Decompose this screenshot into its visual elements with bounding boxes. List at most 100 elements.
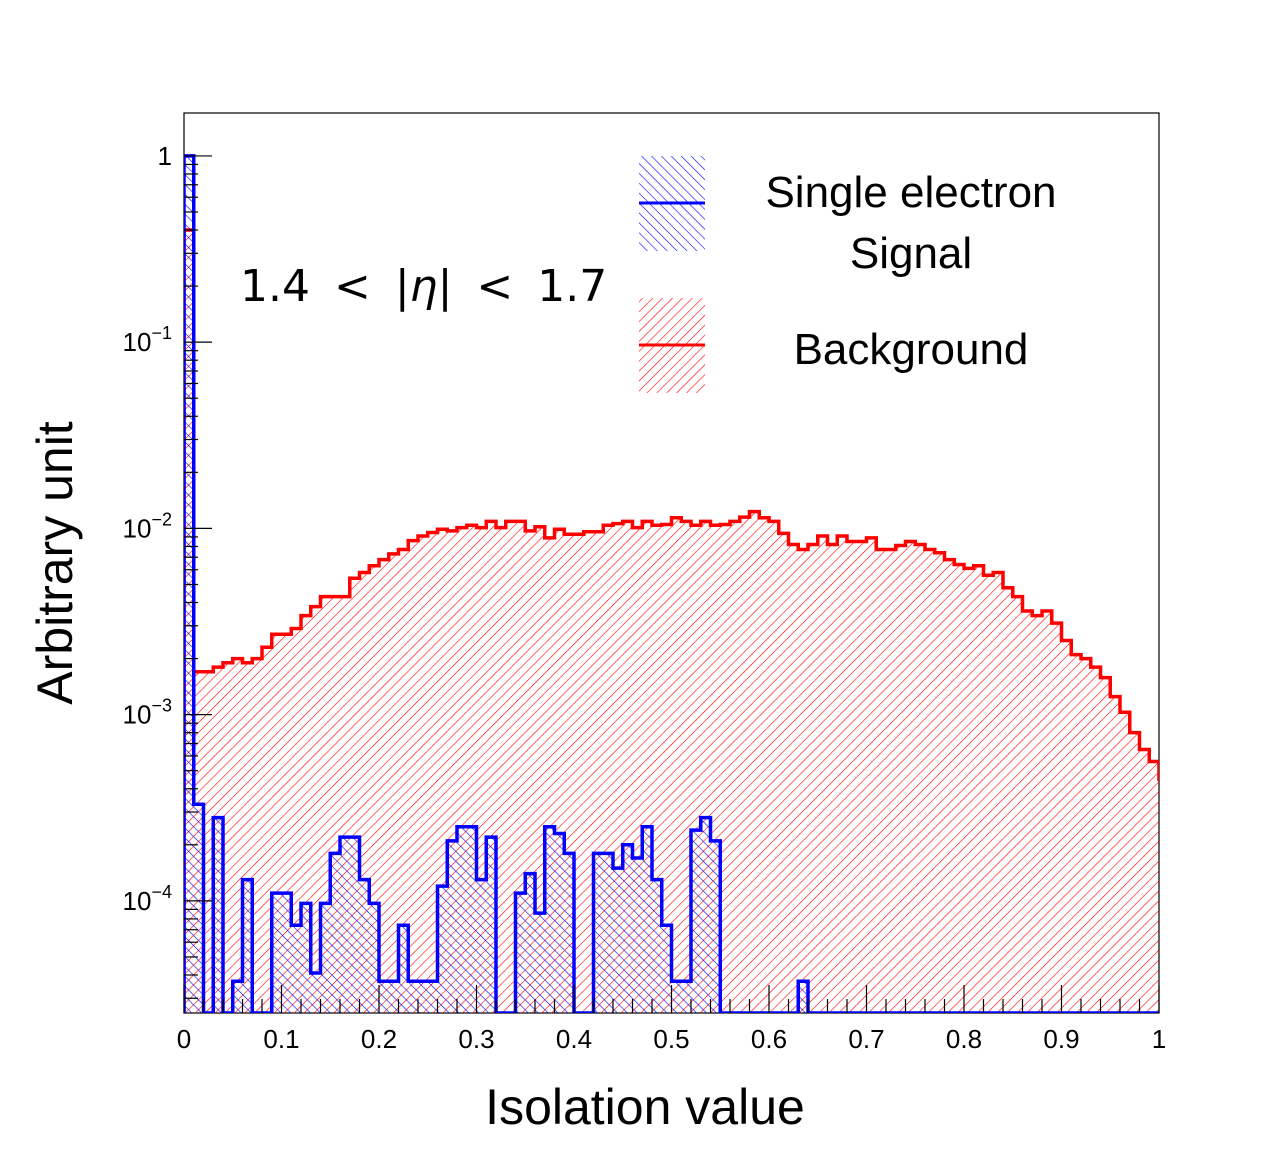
background-bin-fill [486,521,496,1013]
background-bin-fill [535,526,545,1013]
background-bin-fill [369,565,379,1013]
eta-range-annotation: 1.4 < |η| < 1.7 [240,261,607,312]
signal-bin-fill [486,837,496,1013]
background-bin-fill [574,534,584,1013]
background-bin-fill [944,559,955,1013]
signal-bin-fill [291,925,301,1013]
signal-bin-fill [242,879,253,1013]
signal-bin-fill [622,844,633,1013]
signal-bin-fill [281,893,292,1013]
x-tick-label: 0.3 [458,1024,494,1054]
signal-bin-fill [642,826,652,1013]
background-bin-fill [681,521,691,1013]
background-bin-fill [1129,732,1140,1013]
signal-bin-fill [564,853,574,1013]
background-bin-fill [749,511,760,1013]
x-tick-label: 0.8 [946,1024,982,1054]
background-bin-fill [993,572,1003,1013]
signal-bin-fill [681,981,691,1013]
signal-bin-fill [301,903,311,1013]
background-bin-fill [925,549,935,1013]
background-bin-fill [847,541,857,1013]
signal-bin-fill [320,903,331,1013]
y-tick-label: 10−1 [123,323,172,357]
signal-bin-fill [457,826,467,1013]
background-bin-fill [798,549,808,1013]
background-bin-fill [505,521,516,1013]
background-bin-fill [1071,654,1081,1013]
background-bin-fill [1198,981,1208,1013]
background-bin-fill [710,525,721,1013]
x-tick-label: 0.6 [751,1024,787,1054]
background-bin-fill [1051,623,1062,1013]
background-bin-fill [983,575,994,1013]
background-bin-fill [408,540,418,1013]
signal-bin-fill [447,840,457,1013]
histogram-bars [184,154,1218,1013]
background-bin-fill [1120,712,1130,1013]
background-bin-fill [320,596,331,1013]
signal-bin-fill [310,972,321,1013]
signal-bin-fill [515,893,526,1013]
background-bin-fill [281,634,292,1013]
background-bin-fill [554,529,565,1013]
background-bin-fill [808,544,818,1013]
background-bin-fill [1061,640,1072,1013]
background-bin-fill [525,530,535,1013]
background-bin-fill [817,536,828,1013]
background-bin-fill [1188,853,1198,1013]
signal-bin-fill [535,913,545,1013]
signal-bin-fill [388,981,399,1013]
signal-series [184,154,1159,1013]
signal-bin-fill [700,817,711,1013]
background-bin-fill [632,527,643,1013]
background-bin-fill [1169,797,1179,1013]
background-bin-fill [1012,596,1023,1013]
background-bin-fill [330,596,340,1013]
background-bin-fill [954,564,964,1013]
y-tick-label: 10−2 [123,509,172,543]
background-bin-fill [827,544,838,1013]
signal-bin-fill [632,857,643,1013]
signal-bin-fill [330,853,340,1013]
background-bin-fill [1100,677,1111,1013]
signal-bin-fill [671,981,682,1013]
background-bin-fill [476,527,487,1013]
signal-bin-fill [603,853,613,1013]
background-bin-fill [1159,779,1169,1013]
background-bin-fill [837,536,847,1013]
background-bin-fill [1139,749,1150,1013]
background-bin-fill [496,527,506,1013]
signal-bin-fill [427,981,438,1013]
signal-bin-fill [349,837,360,1013]
background-bin-fill [905,541,916,1013]
background-bin-fill [915,544,925,1013]
signal-bin-fill [359,879,370,1013]
signal-bin-fill [525,873,535,1013]
background-bin-fill [778,533,789,1013]
background-bin-fill [739,517,750,1013]
background-bin-fill [223,662,233,1013]
background-bin-fill [252,658,262,1013]
background-bin-fill [262,647,272,1013]
signal-bin-fill [379,981,389,1013]
background-bin-fill [1081,658,1091,1013]
background-bin-fill [301,615,311,1013]
signal-bin-fill [193,804,204,1013]
x-axis-title: Isolation value [485,1079,805,1135]
background-bin-fill [642,521,652,1013]
background-bin-fill [866,537,877,1013]
background-bin-fill [856,541,867,1013]
legend-signal-label-line2: Signal [850,229,972,278]
background-bin-fill [876,549,886,1013]
signal-bin-fill [232,981,243,1013]
background-bin-fill [564,534,574,1013]
signal-bin-fill [661,925,672,1013]
background-bin-fill [730,521,740,1013]
background-bin-fill [1208,903,1218,1013]
background-bin-fill [379,559,389,1013]
legend-background-label: Background [794,325,1029,374]
y-tick-label: 10−4 [123,882,172,916]
y-axis-title: Arbitrary unit [27,421,83,705]
